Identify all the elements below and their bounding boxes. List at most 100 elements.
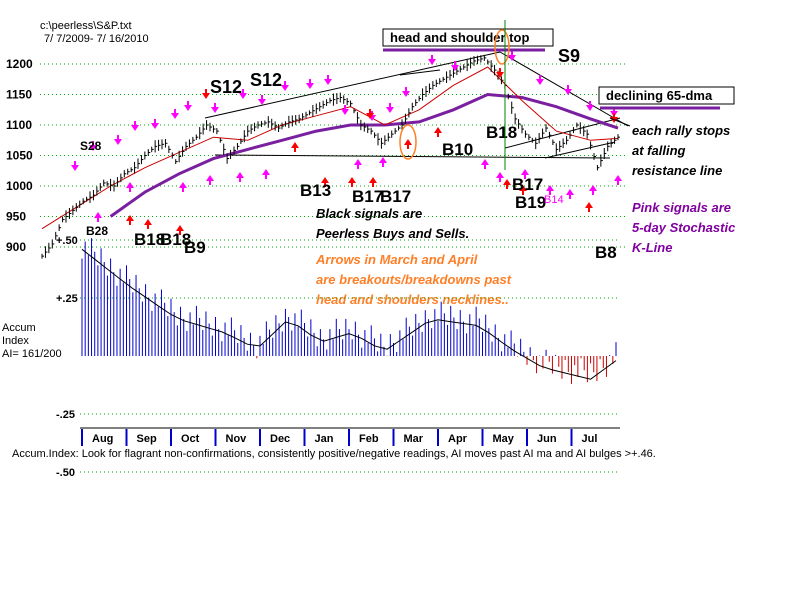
peerless-sell-arrow	[202, 93, 210, 99]
peerless-signal-label: B13	[300, 181, 331, 200]
peerless-buy-arrow	[434, 127, 442, 133]
annotations: head and shoulder top declining 65-dma eac…	[315, 20, 736, 307]
accum-y-tick-label: +.50	[56, 235, 78, 247]
date-range: 7/ 7/2009- 7/ 16/2010	[44, 33, 149, 45]
rally-note-line: at falling	[632, 143, 686, 158]
stochastic-buy-arrow	[236, 172, 244, 178]
month-label: Oct	[181, 433, 200, 445]
peerless-buy-arrow	[519, 185, 527, 191]
hs-top-box	[382, 28, 554, 47]
ma-65-polyline	[109, 92, 619, 218]
stochastic-sell-arrow	[402, 91, 410, 97]
peerless-signal-label: S12	[250, 70, 282, 90]
peerless-sell-arrow	[366, 113, 374, 119]
declining-dma-label: declining 65-dma	[606, 88, 713, 103]
month-label: Aug	[92, 433, 113, 445]
accum-label-2: Index	[2, 335, 29, 347]
peerless-buy-arrow	[144, 219, 152, 225]
ma-65-line	[109, 92, 619, 218]
accum-y-tick-label: -.50	[56, 467, 75, 479]
ma-21-polyline	[41, 66, 619, 230]
price-y-axis: 1200 1150 1100 1050 1000 950 900	[6, 57, 33, 254]
peerless-signal-label: B17	[352, 187, 383, 206]
orange-note-line: Arrows in March and April	[315, 252, 478, 267]
y-tick-label: 900	[6, 240, 26, 254]
stochastic-buy-arrow	[94, 212, 102, 218]
month-label: Mar	[404, 433, 424, 445]
stochastic-sell-arrow	[386, 107, 394, 113]
stochastic-buy-arrow	[521, 169, 529, 175]
stochastic-sell-arrow	[211, 107, 219, 113]
stochastic-buy-arrow	[379, 157, 387, 163]
month-label: Dec	[270, 433, 290, 445]
neckline-circle	[399, 124, 417, 160]
stochastic-sell-arrow	[184, 105, 192, 111]
trend-line	[399, 69, 441, 76]
trend-line	[204, 51, 501, 119]
peerless-buy-arrow	[503, 179, 511, 185]
y-tick-label: 1100	[6, 118, 32, 132]
month-label: Feb	[359, 433, 379, 445]
peerless-signal-label: B17	[512, 175, 543, 194]
stochastic-sell-arrow	[114, 139, 122, 145]
peerless-signal-label: S9	[558, 46, 580, 66]
hs-top-label: head and shoulder top	[390, 30, 529, 45]
peerless-buy-arrow	[291, 142, 299, 148]
stochastic-sell-arrow	[258, 99, 266, 105]
accum-y-tick-label: +.25	[56, 293, 78, 305]
stochastic-sell-arrow	[131, 125, 139, 131]
stochastic-buy-arrow	[589, 185, 597, 191]
pink-note-line: Pink signals are	[632, 200, 731, 215]
stochastic-buy-arrow	[126, 182, 134, 188]
accum-label-1: Accum	[2, 322, 36, 334]
stochastic-buy-arrow	[496, 172, 504, 178]
stochastic-sell-arrow	[586, 105, 594, 111]
hs-circle	[494, 29, 510, 65]
stochastic-buy-arrow	[179, 182, 187, 188]
peerless-buy-arrow	[126, 215, 134, 221]
peerless-signal-label: B18	[486, 123, 517, 142]
peerless-signal-label: B18	[160, 230, 191, 249]
pink-note-line: K-Line	[632, 240, 672, 255]
y-tick-label: 950	[6, 210, 26, 224]
stochastic-sell-arrow	[428, 59, 436, 65]
stochastic-sell-arrow	[89, 145, 97, 151]
declining-dma-box	[598, 86, 735, 105]
y-tick-label: 1200	[6, 57, 33, 71]
peerless-signal-label: S12	[210, 77, 242, 97]
month-label: Apr	[448, 433, 468, 445]
y-tick-label: 1050	[6, 149, 33, 163]
stochastic-sell-arrow	[239, 93, 247, 99]
peerless-buy-arrow	[404, 139, 412, 145]
stochastic-sell-arrow	[341, 109, 349, 115]
y-tick-label: 1000	[6, 179, 33, 193]
peerless-sell-arrow	[496, 72, 504, 78]
stochastic-buy-arrow	[354, 159, 362, 165]
stochastic-sell-arrow	[564, 89, 572, 95]
peerless-buy-arrow	[348, 177, 356, 183]
stochastic-sell-arrow	[151, 123, 159, 129]
pink-note-line: 5-day Stochastic	[632, 220, 736, 235]
stochastic-sell-arrow	[451, 65, 459, 71]
stochastic-sell-arrow	[324, 79, 332, 85]
peerless-signal-label: B8	[595, 243, 617, 262]
stochastic-sell-arrow	[306, 83, 314, 89]
stochastic-sell-arrow	[71, 165, 79, 171]
orange-note-line: head and shoulders necklines..	[316, 292, 509, 307]
stochastic-signal-label: B14	[544, 194, 564, 206]
y-tick-label: 1150	[6, 88, 32, 102]
peerless-buy-arrow	[176, 225, 184, 231]
month-axis: Aug Sep Oct Nov Dec Jan Feb Mar Apr May Jun Jul Accu…	[12, 427, 656, 460]
month-label: Jul	[582, 433, 598, 445]
stochastic-buy-arrow	[546, 185, 554, 191]
month-label: Nov	[226, 433, 248, 445]
stochastic-sell-arrow	[536, 79, 544, 85]
stochastic-sell-arrow	[281, 85, 289, 91]
peerless-signal-label: B18	[134, 230, 165, 249]
month-label: Jun	[537, 433, 557, 445]
stochastic-buy-arrow	[614, 175, 622, 181]
stochastic-buy-arrow	[481, 159, 489, 165]
black-note-line: Peerless Buys and Sells.	[316, 226, 469, 241]
